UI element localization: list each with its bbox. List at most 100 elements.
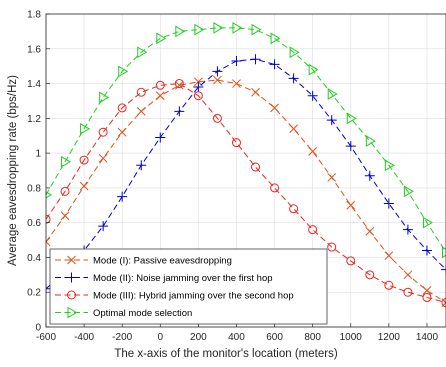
data-point	[441, 264, 446, 275]
legend-marker	[66, 272, 77, 283]
x-ticks: -600 -400 -200 0 200 400 600 800 1000 1200 1400	[36, 323, 439, 343]
y-tick-label: 0	[35, 323, 41, 334]
data-point	[345, 141, 356, 152]
data-point	[98, 153, 108, 163]
legend-label: Mode (II): Noise jamming over the first …	[93, 273, 273, 284]
y-tick-label: 1.4	[27, 79, 41, 90]
series-4	[46, 22, 446, 259]
data-point	[136, 87, 146, 97]
data-point	[270, 103, 279, 113]
data-point	[327, 242, 337, 252]
data-point	[46, 191, 52, 199]
x-tick-label: 600	[266, 332, 283, 343]
data-point	[270, 183, 280, 193]
legend-label: Mode (III): Hybrid jamming over the seco…	[93, 291, 294, 302]
data-point	[289, 204, 299, 214]
data-point	[403, 185, 414, 198]
data-point	[46, 283, 51, 294]
x-tick-label: 200	[190, 332, 207, 343]
data-point	[365, 135, 376, 147]
data-point	[46, 214, 51, 224]
y-tick-label: 1	[35, 149, 41, 160]
data-point	[384, 159, 395, 172]
data-point	[346, 112, 357, 125]
x-tick-label: -600	[36, 332, 56, 343]
y-ticks: 0 0.2 0.4 0.6 0.8 1 1.2 1.4 1.6 1.8	[27, 10, 50, 334]
data-point	[365, 227, 375, 236]
data-point	[307, 90, 318, 101]
series-line	[46, 58, 446, 290]
data-point	[212, 66, 223, 77]
data-point	[232, 79, 241, 88]
data-point	[79, 181, 89, 191]
legend-marker	[67, 290, 76, 300]
legend-marker	[67, 255, 76, 265]
series-line	[46, 83, 446, 304]
x-tick-label: -400	[74, 332, 94, 343]
y-tick-label: 0.6	[27, 218, 41, 229]
data-point	[402, 224, 413, 235]
data-point	[98, 221, 109, 232]
legend-entry: Mode (III): Hybrid jamming over the seco…	[55, 290, 294, 302]
x-tick-label: 1400	[416, 332, 439, 343]
legend-entry: Mode (II): Noise jamming over the first …	[55, 272, 273, 284]
data-point	[251, 162, 261, 172]
series-layer	[46, 22, 446, 308]
data-point	[403, 287, 413, 297]
data-point	[346, 256, 356, 266]
x-tick-label: -200	[112, 332, 132, 343]
data-point	[137, 46, 148, 59]
series-3	[46, 79, 446, 308]
data-point	[117, 103, 127, 113]
data-point	[250, 54, 261, 65]
data-point	[193, 91, 203, 101]
y-tick-label: 0.8	[27, 183, 41, 194]
data-point	[213, 75, 222, 85]
y-tick-label: 1.2	[27, 114, 41, 125]
data-point	[308, 225, 318, 235]
data-point	[308, 147, 318, 156]
data-point	[213, 22, 224, 34]
data-point	[289, 46, 300, 59]
data-point	[308, 63, 319, 76]
data-point	[251, 87, 260, 97]
data-point	[212, 113, 222, 123]
legend-entry: Mode (I): Passive eavesdropping	[55, 256, 232, 267]
data-point	[288, 73, 299, 84]
data-point	[327, 88, 338, 100]
series-line	[46, 79, 446, 304]
data-point	[156, 32, 167, 45]
y-tick-label: 1.8	[27, 10, 41, 21]
data-point	[175, 25, 186, 38]
data-point	[155, 132, 166, 143]
data-point	[327, 173, 337, 182]
data-point	[155, 91, 165, 101]
legend: Mode (I): Passive eavesdropping Mode (II)…	[49, 248, 328, 325]
legend-marker	[67, 306, 78, 319]
series-2	[46, 54, 446, 294]
data-point	[384, 251, 394, 261]
data-point	[174, 80, 184, 90]
legend-box	[49, 248, 328, 325]
y-tick-label: 0.2	[27, 288, 41, 299]
legend-entry: Optimal mode selection	[55, 306, 192, 319]
data-point	[442, 246, 446, 259]
data-point	[403, 270, 413, 280]
data-point	[232, 22, 243, 34]
data-point	[80, 122, 91, 135]
data-point	[60, 186, 70, 196]
data-point	[421, 245, 432, 256]
data-point	[289, 124, 298, 134]
plot-frame	[45, 13, 446, 328]
data-point	[99, 91, 110, 104]
series-line	[46, 27, 446, 253]
data-point	[231, 55, 242, 66]
x-tick-label: 1000	[340, 332, 363, 343]
data-point	[117, 191, 128, 202]
x-tick-label: 800	[304, 332, 321, 343]
x-tick-label: 400	[228, 332, 245, 343]
data-point	[193, 82, 204, 93]
data-point	[194, 23, 205, 36]
data-point	[346, 200, 356, 210]
data-point	[422, 292, 432, 302]
